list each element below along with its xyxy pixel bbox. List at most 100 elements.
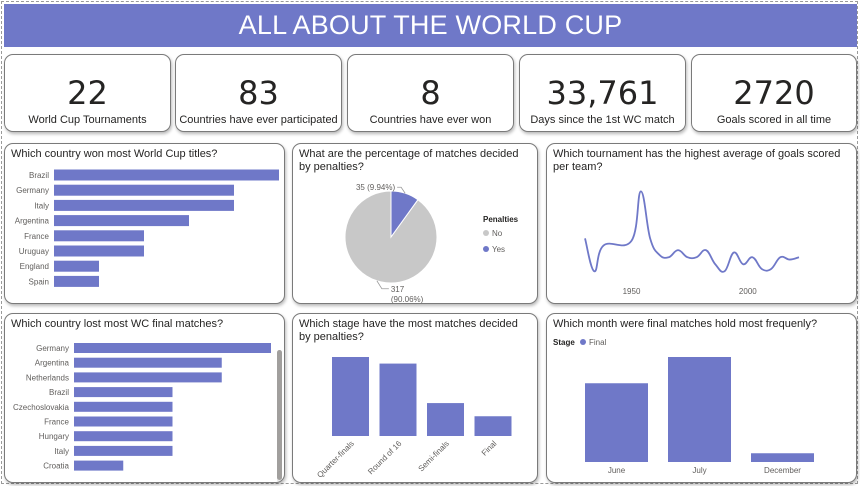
bar bbox=[74, 401, 173, 412]
bar bbox=[585, 383, 648, 462]
bar bbox=[332, 357, 369, 436]
kpi-value: 83 bbox=[238, 74, 279, 112]
x-tick-label: Final bbox=[480, 439, 499, 458]
data-label-leader bbox=[376, 280, 389, 290]
bar bbox=[54, 215, 189, 227]
x-tick-label: 1950 bbox=[623, 287, 641, 296]
category-label: Germany bbox=[16, 186, 49, 195]
kpi-card-tournaments[interactable]: 22 World Cup Tournaments bbox=[4, 54, 171, 132]
bar bbox=[751, 453, 814, 462]
x-tick-label: July bbox=[692, 466, 706, 475]
category-label: Argentina bbox=[15, 217, 50, 226]
x-tick-label: June bbox=[608, 466, 626, 475]
kpi-label: Countries have ever participated bbox=[179, 114, 338, 126]
bar bbox=[54, 199, 234, 211]
data-label: (90.06%) bbox=[391, 295, 424, 304]
x-tick-label: Round of 16 bbox=[366, 439, 404, 477]
bar bbox=[379, 363, 417, 436]
category-label: Netherlands bbox=[26, 373, 69, 382]
titles-bar-chart: Brazil Germany Italy Argentina France Uruguay… bbox=[15, 169, 279, 287]
category-label: Czechoslovakia bbox=[13, 403, 70, 412]
category-label: France bbox=[44, 418, 69, 427]
kpi-value: 22 bbox=[67, 74, 108, 112]
bar bbox=[54, 275, 99, 287]
kpi-card-days[interactable]: 33,761 Days since the 1st WC match bbox=[519, 54, 686, 132]
page-title: ALL ABOUT THE WORLD CUP bbox=[4, 4, 857, 47]
chart-card-titles[interactable]: Which country won most World Cup titles?… bbox=[4, 143, 285, 304]
scrollbar-thumb[interactable] bbox=[277, 350, 282, 480]
category-label: France bbox=[24, 232, 49, 241]
category-label: Germany bbox=[36, 344, 69, 353]
bar bbox=[54, 230, 144, 242]
bar bbox=[54, 169, 279, 181]
bar bbox=[74, 460, 124, 471]
month-bar-chart: Stage Final June July December bbox=[553, 338, 814, 475]
category-label: Croatia bbox=[43, 462, 69, 471]
chart-title: Which tournament has the highest average… bbox=[553, 148, 841, 173]
series-line bbox=[584, 190, 800, 273]
chart-card-month[interactable]: Which month were final matches hold most… bbox=[546, 313, 857, 483]
scrollbar[interactable] bbox=[277, 350, 282, 482]
category-label: Brazil bbox=[49, 388, 69, 397]
category-label: Italy bbox=[34, 201, 49, 210]
category-label: Uruguay bbox=[19, 247, 49, 256]
category-label: Italy bbox=[54, 447, 69, 456]
bar bbox=[54, 184, 234, 196]
legend-marker bbox=[483, 246, 489, 252]
chart-title: Which stage have the most matches decide… bbox=[299, 318, 518, 343]
kpi-value: 2720 bbox=[733, 74, 815, 112]
bar bbox=[427, 403, 464, 436]
x-tick-label: December bbox=[764, 466, 801, 475]
kpi-label: Countries have ever won bbox=[369, 114, 492, 126]
chart-card-stage[interactable]: Which stage have the most matches decide… bbox=[292, 313, 538, 483]
chart-title: What are the percentage of matches decid… bbox=[299, 148, 519, 173]
kpi-label: Goals scored in all time bbox=[716, 114, 832, 126]
legend-label: Final bbox=[589, 338, 607, 347]
penalties-pie-chart: 35 (9.94%) 317(90.06%) Penalties No Yes bbox=[344, 183, 519, 304]
bar bbox=[668, 357, 731, 462]
x-tick-label: Quarter-finals bbox=[315, 439, 356, 480]
kpi-label: World Cup Tournaments bbox=[28, 114, 147, 126]
category-label: Argentina bbox=[35, 359, 70, 368]
chart-title: Which country lost most WC final matches… bbox=[11, 318, 224, 330]
legend-label: No bbox=[492, 229, 503, 238]
kpi-label: Days since the 1st WC match bbox=[530, 114, 675, 126]
bar bbox=[74, 431, 173, 442]
bar bbox=[74, 372, 222, 383]
bar bbox=[74, 416, 173, 427]
category-label: Hungary bbox=[39, 432, 69, 441]
category-label: Spain bbox=[29, 277, 49, 286]
chart-card-penalties[interactable]: What are the percentage of matches decid… bbox=[292, 143, 538, 304]
kpi-value: 33,761 bbox=[546, 74, 659, 112]
chart-card-goals[interactable]: Which tournament has the highest average… bbox=[546, 143, 857, 304]
category-label: England bbox=[20, 262, 49, 271]
finals-lost-bar-chart: Germany Argentina Netherlands Brazil Czechos… bbox=[13, 343, 271, 471]
legend-marker bbox=[580, 339, 586, 345]
bar bbox=[74, 387, 173, 398]
bar bbox=[74, 357, 222, 368]
data-label: 317 bbox=[391, 285, 405, 294]
stage-bar-chart: Quarter-finals Round of 16 Semi-finals Fina… bbox=[315, 357, 512, 480]
kpi-value: 8 bbox=[420, 74, 441, 112]
x-tick-label: 2000 bbox=[739, 287, 757, 296]
chart-title: Which country won most World Cup titles? bbox=[11, 148, 218, 160]
kpi-card-winners[interactable]: 8 Countries have ever won bbox=[347, 54, 514, 132]
bar bbox=[474, 416, 512, 436]
kpi-card-participants[interactable]: 83 Countries have ever participated bbox=[175, 54, 342, 132]
goals-line-chart: 1950 2000 bbox=[584, 190, 800, 296]
legend-marker bbox=[483, 230, 489, 236]
data-label-leader bbox=[397, 186, 406, 194]
legend-title: Stage bbox=[553, 338, 575, 347]
x-tick-label: Semi-finals bbox=[417, 439, 451, 473]
legend-title: Penalties bbox=[483, 215, 519, 224]
kpi-card-goals[interactable]: 2720 Goals scored in all time bbox=[691, 54, 857, 132]
bar bbox=[54, 245, 144, 257]
bar bbox=[74, 343, 271, 353]
chart-title: Which month were final matches hold most… bbox=[553, 318, 818, 330]
chart-card-finals-lost[interactable]: Which country lost most WC final matches… bbox=[4, 313, 285, 483]
category-label: Brazil bbox=[29, 171, 49, 180]
data-label: 35 (9.94%) bbox=[356, 183, 395, 192]
legend-label: Yes bbox=[492, 245, 505, 254]
bar bbox=[74, 445, 173, 456]
